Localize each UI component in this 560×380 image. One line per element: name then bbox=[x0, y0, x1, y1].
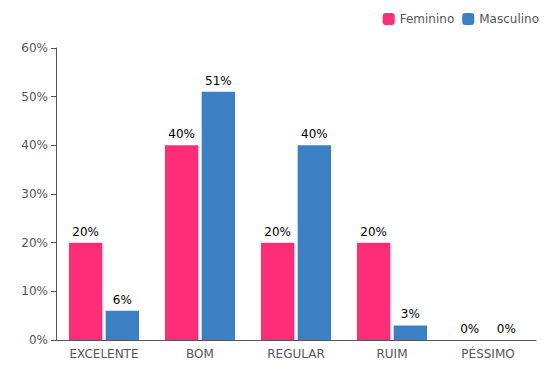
svg-text:60%: 60% bbox=[21, 41, 48, 55]
svg-text:50%: 50% bbox=[21, 90, 48, 104]
svg-text:RUIM: RUIM bbox=[376, 347, 407, 361]
svg-text:51%: 51% bbox=[205, 74, 232, 88]
svg-text:6%: 6% bbox=[113, 293, 132, 307]
svg-text:EXCELENTE: EXCELENTE bbox=[69, 347, 138, 361]
svg-text:40%: 40% bbox=[21, 138, 48, 152]
svg-text:40%: 40% bbox=[301, 127, 328, 141]
svg-text:0%: 0% bbox=[460, 322, 479, 336]
svg-text:Masculino: Masculino bbox=[479, 12, 539, 26]
svg-text:30%: 30% bbox=[21, 187, 48, 201]
svg-text:REGULAR: REGULAR bbox=[267, 347, 325, 361]
svg-text:3%: 3% bbox=[401, 307, 420, 321]
svg-text:40%: 40% bbox=[168, 127, 195, 141]
svg-text:10%: 10% bbox=[21, 284, 48, 298]
svg-text:20%: 20% bbox=[360, 225, 387, 239]
svg-text:PÉSSIMO: PÉSSIMO bbox=[461, 346, 514, 361]
svg-text:Feminino: Feminino bbox=[400, 12, 455, 26]
svg-text:20%: 20% bbox=[21, 236, 48, 250]
svg-text:0%: 0% bbox=[29, 333, 48, 347]
svg-text:20%: 20% bbox=[72, 225, 99, 239]
svg-text:BOM: BOM bbox=[186, 347, 214, 361]
svg-text:20%: 20% bbox=[264, 225, 291, 239]
svg-text:0%: 0% bbox=[497, 322, 516, 336]
